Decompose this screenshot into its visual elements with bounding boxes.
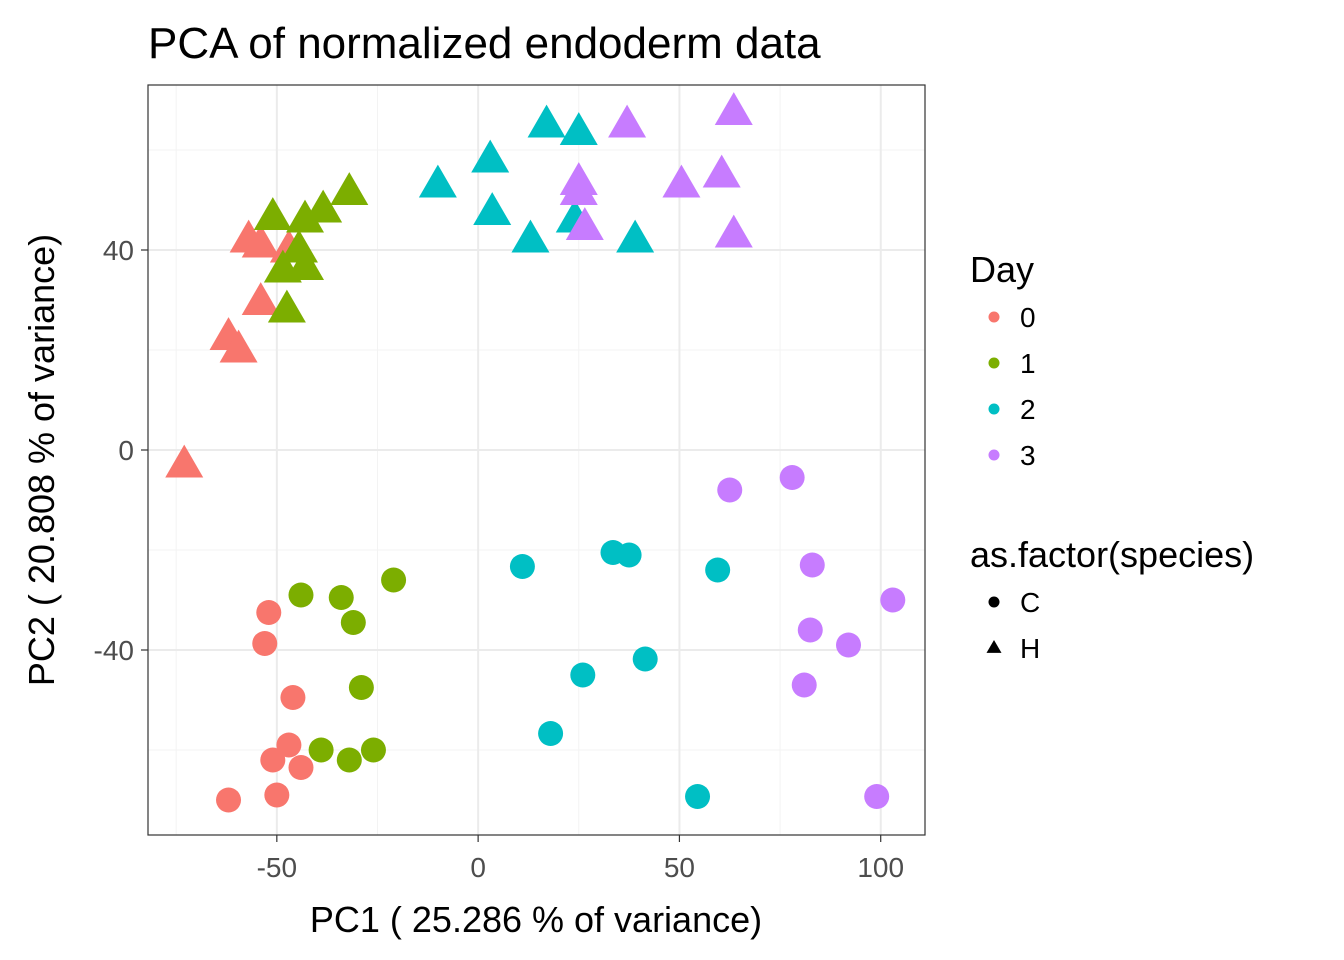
legend-day-label: 1 bbox=[1020, 348, 1036, 379]
data-point-triangle bbox=[616, 219, 655, 253]
data-point-triangle bbox=[304, 189, 343, 223]
data-point-triangle bbox=[559, 172, 598, 206]
data-point-circle bbox=[836, 632, 862, 658]
legend-day-label: 2 bbox=[1020, 394, 1036, 425]
x-tick-label: -50 bbox=[257, 852, 297, 883]
data-point-triangle bbox=[219, 329, 258, 363]
data-point-circle bbox=[685, 784, 711, 809]
legend-day-key bbox=[988, 311, 1000, 323]
data-point-circle bbox=[632, 646, 658, 672]
data-point-circle bbox=[308, 737, 334, 763]
panel-background bbox=[148, 85, 925, 835]
data-point-circle bbox=[705, 557, 731, 583]
y-tick-label: 40 bbox=[103, 235, 134, 266]
data-point-circle bbox=[791, 672, 817, 698]
data-point-circle bbox=[360, 737, 386, 763]
legend-day-entries: 0 1 2 3 bbox=[988, 302, 1036, 471]
data-point-circle bbox=[381, 567, 407, 593]
data-point-circle bbox=[288, 582, 314, 608]
data-point-triangle bbox=[527, 104, 566, 138]
data-points bbox=[165, 92, 906, 813]
data-point-circle bbox=[797, 617, 823, 643]
data-point-triangle bbox=[241, 282, 280, 316]
legend-species-label: C bbox=[1020, 587, 1040, 618]
data-point-circle bbox=[799, 552, 825, 578]
data-point-triangle bbox=[714, 214, 753, 248]
data-point-triangle bbox=[473, 192, 512, 226]
data-point-circle bbox=[616, 542, 642, 568]
data-point-triangle bbox=[511, 219, 550, 253]
x-axis: -50 0 50 100 bbox=[257, 835, 904, 883]
data-point-circle bbox=[288, 755, 314, 780]
legend-day-label: 0 bbox=[1020, 302, 1036, 333]
data-point-circle bbox=[340, 610, 366, 635]
y-tick-label: -40 bbox=[94, 635, 134, 666]
x-tick-label: 50 bbox=[664, 852, 695, 883]
data-point-triangle bbox=[286, 199, 325, 233]
data-point-triangle bbox=[608, 104, 647, 138]
panel-border bbox=[147, 84, 926, 836]
data-point-triangle bbox=[267, 289, 306, 323]
legend-species: as.factor(species) CH bbox=[970, 534, 1254, 664]
plot-panel bbox=[147, 84, 926, 836]
legend-day-key bbox=[988, 403, 1000, 415]
y-axis: -40 0 40 bbox=[94, 235, 148, 666]
legend-species-entries: CH bbox=[986, 587, 1040, 664]
data-point-triangle bbox=[662, 164, 701, 198]
legend-species-key-circle bbox=[988, 596, 1000, 608]
x-axis-title: PC1 ( 25.286 % of variance) bbox=[310, 899, 762, 940]
major-gridlines bbox=[148, 85, 925, 835]
chart-title: PCA of normalized endoderm data bbox=[148, 19, 821, 68]
data-point-circle bbox=[880, 587, 906, 613]
legend-day-key bbox=[988, 449, 1000, 461]
data-point-triangle bbox=[330, 172, 369, 206]
legend-day-label: 3 bbox=[1020, 440, 1036, 471]
y-axis-title: PC2 ( 20.808 % of variance) bbox=[21, 234, 62, 686]
data-point-triangle bbox=[418, 164, 457, 198]
data-point-circle bbox=[260, 747, 286, 773]
data-point-circle bbox=[717, 477, 743, 503]
data-point-triangle bbox=[714, 92, 753, 126]
data-point-circle bbox=[280, 685, 306, 710]
data-point-circle bbox=[328, 585, 354, 610]
data-point-circle bbox=[779, 465, 805, 490]
data-point-circle bbox=[538, 721, 564, 746]
data-point-triangle bbox=[253, 197, 292, 231]
legend-day: Day 0 1 2 3 bbox=[970, 249, 1036, 471]
data-point-circle bbox=[864, 784, 890, 809]
data-point-triangle bbox=[565, 207, 604, 241]
data-point-triangle bbox=[241, 224, 280, 258]
data-point-circle bbox=[216, 787, 242, 813]
data-point-triangle bbox=[165, 444, 204, 478]
data-point-circle bbox=[509, 554, 535, 579]
data-point-triangle bbox=[286, 247, 325, 281]
legend-species-title: as.factor(species) bbox=[970, 534, 1254, 575]
data-point-circle bbox=[348, 675, 374, 700]
legend-day-title: Day bbox=[970, 249, 1034, 290]
data-point-circle bbox=[570, 662, 596, 688]
data-point-triangle bbox=[559, 112, 598, 146]
data-point-circle bbox=[252, 631, 278, 656]
legend-day-key bbox=[988, 357, 1000, 369]
y-tick-label: 0 bbox=[118, 435, 134, 466]
data-point-circle bbox=[256, 600, 282, 625]
data-point-circle bbox=[264, 782, 290, 808]
data-point-circle bbox=[276, 732, 302, 758]
x-tick-label: 0 bbox=[470, 852, 486, 883]
legend-species-label: H bbox=[1020, 633, 1040, 664]
x-tick-label: 100 bbox=[857, 852, 904, 883]
data-point-triangle bbox=[702, 154, 741, 188]
legend-species-key-triangle bbox=[986, 639, 1002, 653]
data-point-triangle bbox=[471, 139, 510, 173]
data-point-circle bbox=[336, 747, 362, 773]
